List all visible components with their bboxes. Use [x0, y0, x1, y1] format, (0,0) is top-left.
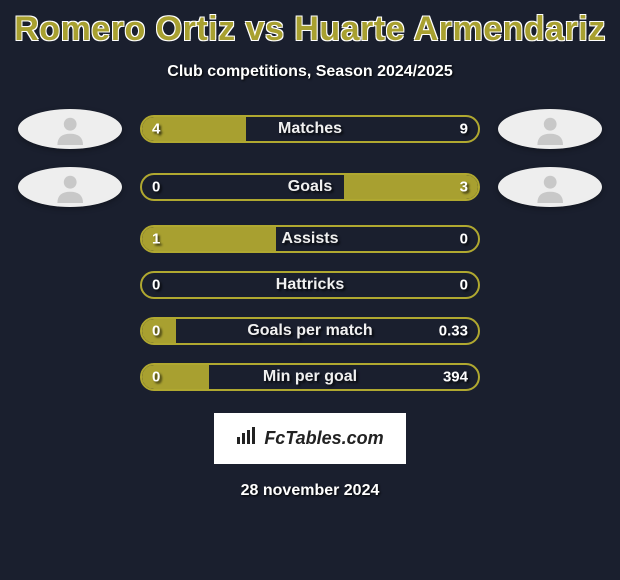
stat-value-left: 4: [152, 121, 160, 138]
stat-bar: 0 Goals per match 0.33: [140, 317, 480, 345]
bar-fill-right: [344, 175, 478, 199]
stat-label: Goals: [288, 178, 332, 196]
player-right-avatar: [498, 109, 602, 149]
stat-row: 0 Goals 3: [0, 167, 620, 207]
stat-rows: 4 Matches 9 0 Goals 3 1 Assists 0 0 Hattricks 0 0 Goa…: [0, 109, 620, 391]
stat-bar: 0 Min per goal 394: [140, 363, 480, 391]
stat-value-right: 0.33: [439, 323, 468, 340]
stat-value-right: 394: [443, 369, 468, 386]
stat-label: Min per goal: [263, 368, 357, 386]
stat-value-right: 3: [460, 179, 468, 196]
footer-date: 28 november 2024: [0, 482, 620, 500]
stat-label: Matches: [278, 120, 342, 138]
stat-row: 1 Assists 0: [0, 225, 620, 253]
footer-logo-text: FcTables.com: [264, 428, 383, 449]
comparison-card: Romero Ortiz vs Huarte Armendariz Club c…: [0, 0, 620, 500]
footer-logo: FcTables.com: [214, 413, 405, 464]
stat-bar: 0 Hattricks 0: [140, 271, 480, 299]
bar-fill-left: [142, 227, 276, 251]
stat-value-left: 0: [152, 179, 160, 196]
stat-value-left: 1: [152, 231, 160, 248]
stat-label: Goals per match: [247, 322, 372, 340]
stat-bar: 4 Matches 9: [140, 115, 480, 143]
chart-icon: [236, 427, 258, 450]
stat-label: Hattricks: [276, 276, 344, 294]
stat-value-right: 0: [460, 277, 468, 294]
stat-bar: 0 Goals 3: [140, 173, 480, 201]
stat-row: 0 Goals per match 0.33: [0, 317, 620, 345]
stat-row: 4 Matches 9: [0, 109, 620, 149]
stat-value-left: 0: [152, 277, 160, 294]
subtitle: Club competitions, Season 2024/2025: [0, 63, 620, 81]
stat-label: Assists: [282, 230, 339, 248]
stat-row: 0 Min per goal 394: [0, 363, 620, 391]
stat-bar: 1 Assists 0: [140, 225, 480, 253]
page-title: Romero Ortiz vs Huarte Armendariz: [0, 10, 620, 49]
player-left-avatar: [18, 167, 122, 207]
stat-value-right: 0: [460, 231, 468, 248]
player-right-avatar: [498, 167, 602, 207]
stat-value-left: 0: [152, 323, 160, 340]
stat-value-right: 9: [460, 121, 468, 138]
player-left-avatar: [18, 109, 122, 149]
stat-value-left: 0: [152, 369, 160, 386]
stat-row: 0 Hattricks 0: [0, 271, 620, 299]
